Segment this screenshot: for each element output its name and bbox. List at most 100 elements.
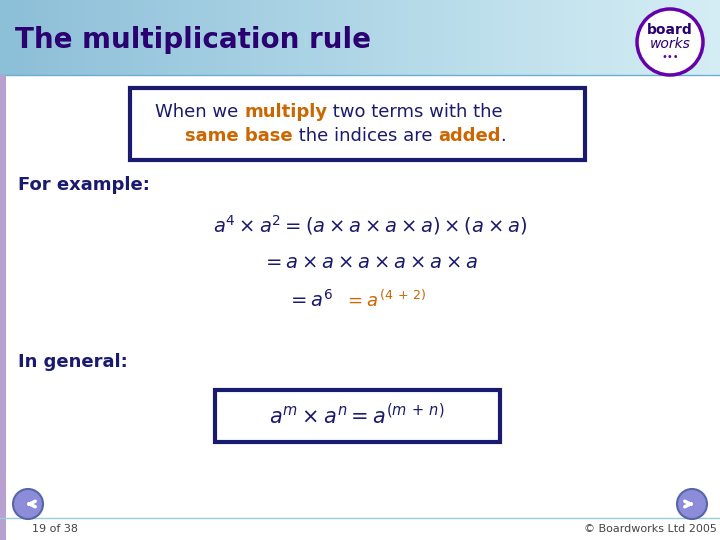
Circle shape bbox=[637, 9, 703, 75]
Circle shape bbox=[677, 489, 707, 519]
Text: The multiplication rule: The multiplication rule bbox=[15, 26, 371, 54]
Bar bbox=[528, 0, 541, 75]
Bar bbox=[408, 0, 421, 75]
Text: board: board bbox=[647, 23, 693, 37]
Bar bbox=[612, 0, 625, 75]
Bar bbox=[240, 0, 253, 75]
Bar bbox=[168, 0, 181, 75]
Bar bbox=[312, 0, 325, 75]
Bar bbox=[144, 0, 157, 75]
Bar bbox=[540, 0, 553, 75]
Text: $\mathit{a}^4 \times \mathit{a}^2 = (\mathit{a} \times \mathit{a} \times \mathit: $\mathit{a}^4 \times \mathit{a}^2 = (\ma… bbox=[213, 213, 527, 237]
Text: multiply: multiply bbox=[244, 103, 327, 121]
Bar bbox=[396, 0, 409, 75]
FancyBboxPatch shape bbox=[130, 88, 585, 160]
Bar bbox=[552, 0, 565, 75]
Circle shape bbox=[16, 492, 40, 516]
Bar bbox=[648, 0, 661, 75]
Text: $= \mathit{a}^6$: $= \mathit{a}^6$ bbox=[287, 289, 333, 311]
Bar bbox=[636, 0, 649, 75]
Text: works: works bbox=[649, 37, 690, 51]
Bar bbox=[624, 0, 637, 75]
Text: © Boardworks Ltd 2005: © Boardworks Ltd 2005 bbox=[584, 524, 716, 534]
Bar bbox=[420, 0, 433, 75]
Circle shape bbox=[680, 492, 704, 516]
Circle shape bbox=[15, 491, 41, 517]
Circle shape bbox=[20, 496, 36, 512]
Bar bbox=[324, 0, 337, 75]
Text: added: added bbox=[438, 127, 500, 145]
Bar bbox=[432, 0, 445, 75]
Bar bbox=[108, 0, 121, 75]
Bar bbox=[468, 0, 481, 75]
Circle shape bbox=[687, 499, 697, 509]
Circle shape bbox=[21, 497, 35, 511]
Bar bbox=[192, 0, 205, 75]
Bar bbox=[672, 0, 685, 75]
Bar bbox=[132, 0, 145, 75]
Text: $= \mathit{a} \times \mathit{a} \times \mathit{a} \times \mathit{a} \times \math: $= \mathit{a} \times \mathit{a} \times \… bbox=[262, 253, 478, 273]
Bar bbox=[564, 0, 577, 75]
Bar bbox=[120, 0, 133, 75]
Bar bbox=[60, 0, 73, 75]
Bar bbox=[228, 0, 241, 75]
Bar bbox=[96, 0, 109, 75]
Circle shape bbox=[689, 501, 695, 507]
Text: two terms with the: two terms with the bbox=[327, 103, 503, 121]
Bar bbox=[600, 0, 613, 75]
Text: $= \mathit{a}^{\,(4\,+\,2)}$: $= \mathit{a}^{\,(4\,+\,2)}$ bbox=[344, 289, 426, 310]
Circle shape bbox=[690, 502, 694, 506]
Bar bbox=[372, 0, 385, 75]
Bar bbox=[204, 0, 217, 75]
Bar bbox=[492, 0, 505, 75]
Circle shape bbox=[26, 502, 30, 506]
Circle shape bbox=[13, 489, 43, 519]
Bar bbox=[480, 0, 493, 75]
Circle shape bbox=[14, 490, 42, 518]
Circle shape bbox=[686, 498, 698, 510]
Bar bbox=[444, 0, 457, 75]
Text: $\mathit{a}^m \times \mathit{a}^n = \mathit{a}^{(m\,+\,n)}$: $\mathit{a}^m \times \mathit{a}^n = \mat… bbox=[269, 403, 445, 429]
Text: .: . bbox=[500, 127, 506, 145]
Text: same base: same base bbox=[185, 127, 292, 145]
Circle shape bbox=[678, 490, 706, 518]
Bar bbox=[216, 0, 229, 75]
Circle shape bbox=[25, 501, 31, 507]
Circle shape bbox=[19, 495, 37, 513]
Bar bbox=[516, 0, 529, 75]
Bar bbox=[48, 0, 61, 75]
Bar bbox=[72, 0, 85, 75]
Text: the indices are: the indices are bbox=[292, 127, 438, 145]
Circle shape bbox=[691, 503, 693, 505]
Text: When we: When we bbox=[155, 103, 244, 121]
Circle shape bbox=[682, 494, 702, 514]
Circle shape bbox=[24, 500, 32, 508]
Circle shape bbox=[679, 491, 705, 517]
Circle shape bbox=[683, 495, 701, 513]
FancyBboxPatch shape bbox=[215, 390, 500, 442]
Circle shape bbox=[684, 496, 700, 512]
Circle shape bbox=[685, 497, 699, 511]
Text: 19 of 38: 19 of 38 bbox=[32, 524, 78, 534]
Bar bbox=[660, 0, 673, 75]
Text: In general:: In general: bbox=[18, 353, 127, 371]
Bar bbox=[504, 0, 517, 75]
Bar bbox=[288, 0, 301, 75]
Circle shape bbox=[681, 493, 703, 515]
Bar bbox=[36, 0, 49, 75]
Circle shape bbox=[27, 503, 29, 505]
Bar bbox=[588, 0, 601, 75]
Bar bbox=[0, 75, 6, 540]
Bar bbox=[264, 0, 277, 75]
Circle shape bbox=[688, 500, 696, 508]
Bar bbox=[708, 0, 720, 75]
Bar bbox=[456, 0, 469, 75]
Bar bbox=[0, 0, 13, 75]
Bar bbox=[384, 0, 397, 75]
Bar bbox=[24, 0, 37, 75]
Circle shape bbox=[17, 493, 39, 515]
Bar bbox=[576, 0, 589, 75]
Text: •••: ••• bbox=[661, 52, 679, 62]
Circle shape bbox=[22, 498, 34, 510]
Bar bbox=[300, 0, 313, 75]
